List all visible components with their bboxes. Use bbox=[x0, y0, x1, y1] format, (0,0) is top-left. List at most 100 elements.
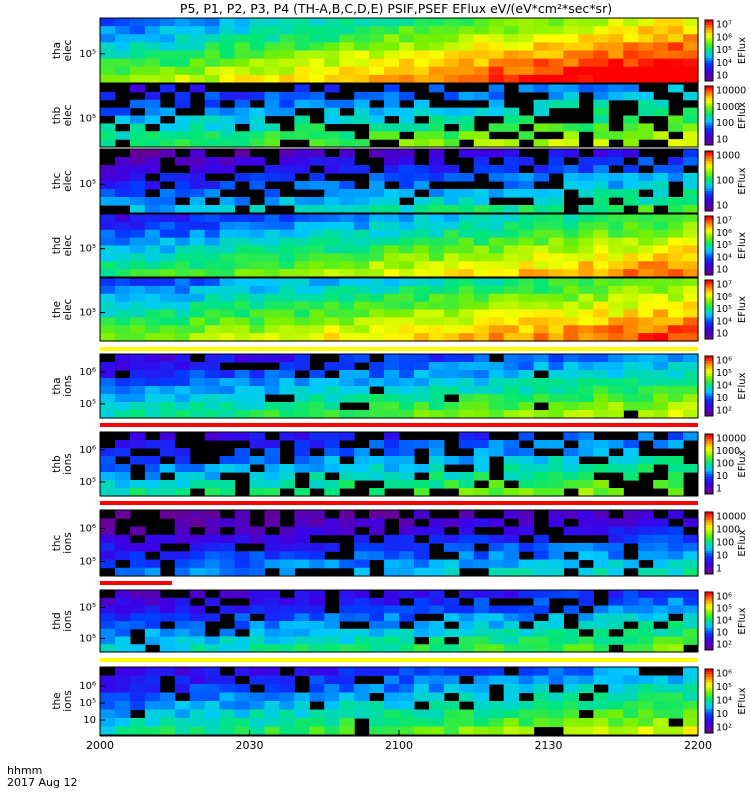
spectrogram-cell bbox=[220, 535, 236, 544]
spectrogram-cell bbox=[100, 181, 116, 190]
spectrogram-cell bbox=[264, 51, 280, 60]
spectrogram-cell bbox=[608, 684, 624, 693]
spectrogram-cell bbox=[683, 18, 699, 27]
spectrogram-cell bbox=[384, 551, 400, 560]
colorbar: 100001000100101EFlux bbox=[705, 512, 748, 575]
spectrogram-cell bbox=[190, 402, 206, 411]
spectrogram-cell bbox=[145, 333, 161, 341]
spectrogram-cell bbox=[608, 606, 624, 614]
spectrogram-cell bbox=[145, 214, 161, 222]
spectrogram-cell bbox=[279, 362, 295, 371]
spectrogram-cell bbox=[399, 310, 415, 318]
spectrogram-cell bbox=[250, 590, 266, 598]
spectrogram-cell bbox=[444, 667, 460, 676]
spectrogram-cell bbox=[384, 710, 400, 719]
spectrogram-cell bbox=[399, 568, 415, 577]
spectrogram-cell bbox=[429, 149, 445, 158]
spectrogram-cell bbox=[563, 644, 579, 652]
spectrogram-cell bbox=[638, 456, 654, 465]
spectrogram-cell bbox=[563, 527, 579, 536]
spectrogram-cell bbox=[593, 116, 609, 124]
spectrogram-cell bbox=[489, 222, 505, 230]
spectrogram-cell bbox=[504, 149, 520, 158]
spectrogram-cell bbox=[175, 644, 191, 652]
spectrogram-cell bbox=[399, 535, 415, 544]
spectrogram-cell bbox=[459, 67, 475, 76]
spectrogram-cell bbox=[324, 230, 340, 238]
spectrogram-cell bbox=[444, 92, 460, 100]
spectrogram-cell bbox=[608, 238, 624, 246]
spectrogram-cell bbox=[175, 246, 191, 254]
spectrogram-cell bbox=[324, 727, 340, 736]
time-tick-label: 2200 bbox=[684, 739, 712, 752]
spectrogram-cell bbox=[623, 294, 639, 302]
spectrogram-cell bbox=[668, 302, 684, 310]
spectrogram-cell bbox=[100, 123, 116, 131]
spectrogram-cell bbox=[668, 310, 684, 318]
spectrogram-cell bbox=[459, 394, 475, 403]
spectrogram-cell bbox=[549, 560, 565, 569]
spectrogram-cell bbox=[683, 362, 699, 371]
spectrogram-cell bbox=[175, 325, 191, 333]
spectrogram-cell bbox=[489, 370, 505, 379]
spectrogram-cell bbox=[414, 173, 430, 182]
spectrogram-cell bbox=[369, 402, 385, 411]
panel-species-label: elec bbox=[62, 234, 74, 256]
spectrogram-cell bbox=[309, 598, 325, 606]
spectrogram-cell bbox=[623, 181, 639, 190]
spectrogram-cell bbox=[294, 205, 310, 214]
spectrogram-cell bbox=[683, 157, 699, 166]
spectrogram-cell bbox=[205, 613, 221, 621]
spectrogram-cell bbox=[175, 370, 191, 379]
spectrogram-cell bbox=[145, 278, 161, 286]
spectrogram-cell bbox=[220, 294, 236, 302]
spectrogram-cell bbox=[608, 294, 624, 302]
spectrogram-cell bbox=[264, 456, 280, 465]
spectrogram-cell bbox=[414, 246, 430, 254]
spectrogram-cell bbox=[459, 189, 475, 198]
spectrogram-cell bbox=[519, 253, 535, 261]
spectrogram-cell bbox=[414, 197, 430, 206]
spectrogram-cell bbox=[399, 710, 415, 719]
spectrogram-cell bbox=[190, 34, 206, 43]
spectrogram-cell bbox=[100, 230, 116, 238]
spectrogram-cell bbox=[205, 370, 221, 379]
spectrogram-cell bbox=[668, 59, 684, 68]
spectrogram-cell bbox=[653, 131, 669, 139]
spectrogram-cell bbox=[220, 139, 236, 147]
spectrogram-cell bbox=[653, 253, 669, 261]
spectrogram-cell bbox=[145, 317, 161, 325]
spectrogram-cell bbox=[608, 701, 624, 710]
spectrogram-cell bbox=[175, 253, 191, 261]
spectrogram-cell bbox=[638, 370, 654, 379]
spectrogram-cell bbox=[250, 701, 266, 710]
spectrogram-cell bbox=[593, 527, 609, 536]
spectrogram-cell bbox=[563, 394, 579, 403]
spectrogram-cell bbox=[623, 333, 639, 341]
spectrogram-cell bbox=[549, 269, 565, 277]
spectrogram-cell bbox=[369, 410, 385, 419]
spectrogram-cell bbox=[309, 149, 325, 158]
spectrogram-cell bbox=[250, 294, 266, 302]
spectrogram-cell bbox=[399, 667, 415, 676]
spectrogram-cell bbox=[399, 551, 415, 560]
spectrogram-cell bbox=[489, 621, 505, 629]
spectrogram-cell bbox=[279, 333, 295, 341]
spectrogram-cell bbox=[384, 165, 400, 174]
spectrogram-cell bbox=[145, 59, 161, 68]
spectrogram-cell bbox=[279, 464, 295, 473]
spectrogram-cell bbox=[683, 402, 699, 411]
spectrogram-cell bbox=[563, 310, 579, 318]
spectrogram-cell bbox=[279, 286, 295, 294]
spectrogram-cell bbox=[205, 472, 221, 481]
spectrogram-cell bbox=[175, 181, 191, 190]
spectrogram-cell bbox=[414, 606, 430, 614]
spectrogram-cell bbox=[489, 402, 505, 411]
spectrogram-cell bbox=[309, 621, 325, 629]
spectrogram-cell bbox=[190, 606, 206, 614]
spectrogram-cell bbox=[399, 644, 415, 652]
spectrogram-cell bbox=[504, 26, 520, 35]
spectrogram-cell bbox=[339, 325, 355, 333]
spectrogram-cell bbox=[100, 637, 116, 645]
spectrogram-cell bbox=[339, 139, 355, 147]
